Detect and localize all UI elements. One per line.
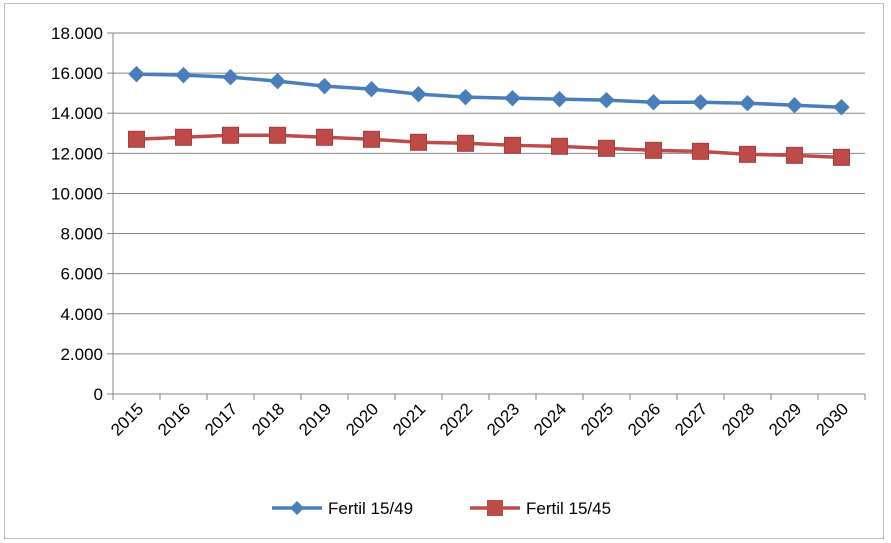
series-line bbox=[136, 133, 842, 160]
y-tick-label: 14.000 bbox=[51, 104, 103, 123]
data-point bbox=[739, 94, 756, 112]
data-point bbox=[504, 89, 521, 107]
data-point bbox=[410, 133, 427, 151]
data-point bbox=[692, 142, 709, 160]
legend-marker bbox=[487, 500, 503, 516]
x-tick-labels: 2015 2016 2017 2018 2019 2020 2021 2022 2023 2024… bbox=[107, 399, 852, 439]
series-2 bbox=[128, 126, 850, 166]
legend-item-2: Fertil 15/45 bbox=[470, 499, 611, 518]
data-point bbox=[692, 93, 709, 111]
series-line bbox=[136, 72, 842, 109]
data-point bbox=[175, 66, 192, 84]
data-point bbox=[645, 141, 662, 159]
data-point bbox=[645, 93, 662, 111]
legend-label: Fertil 15/49 bbox=[328, 499, 413, 518]
data-point bbox=[786, 96, 803, 114]
data-point bbox=[363, 80, 380, 98]
data-point bbox=[504, 136, 521, 154]
data-point bbox=[739, 145, 756, 163]
x-tick-label: 2016 bbox=[154, 399, 194, 439]
data-point bbox=[410, 85, 427, 103]
x-tick-label: 2029 bbox=[765, 399, 805, 439]
x-tick-label: 2020 bbox=[342, 399, 382, 439]
data-point bbox=[598, 91, 615, 109]
legend: Fertil 15/49 Fertil 15/45 bbox=[272, 499, 611, 518]
y-tick-label: 2.000 bbox=[60, 345, 103, 364]
x-tick-label: 2021 bbox=[389, 399, 429, 439]
data-point bbox=[222, 126, 239, 144]
x-tick-label: 2017 bbox=[201, 399, 241, 439]
chart-frame bbox=[4, 3, 884, 539]
data-point bbox=[457, 88, 474, 106]
x-tick-label: 2019 bbox=[295, 399, 335, 439]
data-point bbox=[833, 98, 850, 116]
legend-item-1: Fertil 15/49 bbox=[272, 499, 413, 518]
x-tick-label: 2030 bbox=[812, 399, 852, 439]
x-tick-label: 2022 bbox=[436, 399, 476, 439]
data-point bbox=[175, 128, 192, 146]
data-point bbox=[833, 148, 850, 166]
x-tick-label: 2026 bbox=[624, 399, 664, 439]
data-point bbox=[551, 137, 568, 155]
series-group bbox=[128, 65, 850, 166]
y-tick-labels: 0 2.000 4.000 6.000 8.000 10.000 12.000 14.000 1… bbox=[51, 24, 103, 404]
x-tick-label: 2028 bbox=[718, 399, 758, 439]
x-tick-label: 2023 bbox=[483, 399, 523, 439]
x-tick-label: 2027 bbox=[671, 399, 711, 439]
data-point bbox=[598, 139, 615, 157]
gridlines bbox=[113, 32, 865, 355]
data-point bbox=[457, 134, 474, 152]
y-tick-label: 0 bbox=[94, 385, 103, 404]
y-tick-label: 8.000 bbox=[60, 225, 103, 244]
x-tick-label: 2018 bbox=[248, 399, 288, 439]
y-tick-label: 6.000 bbox=[60, 265, 103, 284]
y-tick-label: 18.000 bbox=[51, 24, 103, 43]
series-1 bbox=[128, 65, 850, 116]
x-tick-label: 2025 bbox=[577, 399, 617, 439]
y-tick-label: 4.000 bbox=[60, 305, 103, 324]
data-point bbox=[363, 130, 380, 148]
axes bbox=[107, 32, 866, 400]
data-point bbox=[269, 72, 286, 90]
legend-label: Fertil 15/45 bbox=[526, 499, 611, 518]
legend-marker bbox=[290, 501, 304, 515]
y-tick-label: 12.000 bbox=[51, 144, 103, 163]
x-tick-label: 2015 bbox=[107, 399, 147, 439]
data-point bbox=[786, 146, 803, 164]
data-point bbox=[551, 90, 568, 108]
data-point bbox=[316, 128, 333, 146]
data-point bbox=[316, 77, 333, 95]
data-point bbox=[222, 68, 239, 86]
data-point bbox=[128, 130, 145, 148]
y-tick-label: 16.000 bbox=[51, 64, 103, 83]
x-tick-label: 2024 bbox=[530, 399, 570, 439]
data-point bbox=[269, 126, 286, 144]
y-tick-label: 10.000 bbox=[51, 184, 103, 203]
data-point bbox=[128, 65, 145, 83]
